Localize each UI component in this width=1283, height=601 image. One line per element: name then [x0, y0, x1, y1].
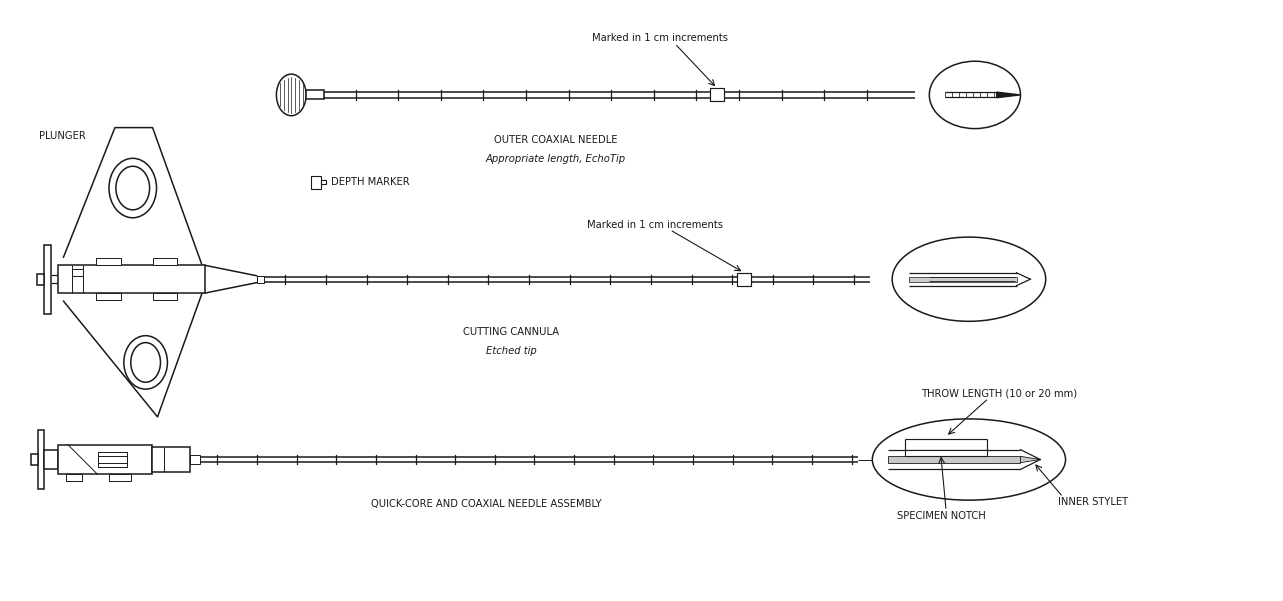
Bar [257, 276, 263, 282]
Text: OUTER COAXIAL NEEDLE: OUTER COAXIAL NEEDLE [494, 135, 617, 145]
Bar [321, 180, 326, 185]
Ellipse shape [109, 158, 157, 218]
Bar [96, 258, 121, 265]
Text: CUTTING CANNULA: CUTTING CANNULA [463, 327, 559, 337]
Polygon shape [1020, 456, 1041, 463]
Polygon shape [997, 92, 1020, 98]
Bar [31, 454, 37, 465]
Text: SPECIMEN NOTCH: SPECIMEN NOTCH [897, 511, 985, 521]
Text: Marked in 1 cm increments: Marked in 1 cm increments [591, 34, 727, 43]
Text: INNER STYLET: INNER STYLET [1058, 497, 1128, 507]
Bar [711, 88, 724, 102]
Bar [44, 450, 58, 469]
Bar [98, 456, 127, 463]
Bar [190, 455, 200, 464]
Bar [153, 447, 190, 472]
Polygon shape [910, 276, 1016, 282]
Bar [109, 474, 131, 481]
Ellipse shape [131, 343, 160, 382]
Text: THROW LENGTH (10 or 20 mm): THROW LENGTH (10 or 20 mm) [921, 388, 1076, 398]
Bar [153, 293, 177, 300]
Bar [738, 273, 751, 285]
Polygon shape [888, 456, 1020, 463]
Ellipse shape [892, 237, 1046, 322]
Ellipse shape [124, 336, 167, 389]
Bar [96, 293, 121, 300]
Bar [98, 451, 127, 468]
Text: DEPTH MARKER: DEPTH MARKER [331, 177, 409, 187]
Bar [58, 445, 153, 474]
Ellipse shape [276, 74, 307, 116]
Bar [37, 273, 44, 285]
Text: Etched tip: Etched tip [486, 346, 536, 356]
Bar [153, 258, 177, 265]
Text: PLUNGER: PLUNGER [38, 130, 86, 141]
Text: QUICK-CORE AND COAXIAL NEEDLE ASSEMBLY: QUICK-CORE AND COAXIAL NEEDLE ASSEMBLY [371, 499, 602, 509]
Ellipse shape [115, 166, 150, 210]
Polygon shape [905, 450, 987, 456]
Text: Marked in 1 cm increments: Marked in 1 cm increments [586, 219, 722, 230]
Bar [65, 474, 82, 481]
Bar [307, 91, 325, 99]
Bar [72, 269, 83, 276]
Bar [310, 175, 321, 189]
Bar [37, 430, 44, 489]
Ellipse shape [929, 61, 1020, 129]
Ellipse shape [872, 419, 1066, 500]
Text: Appropriate length, EchoTip: Appropriate length, EchoTip [486, 154, 626, 164]
Bar [44, 245, 50, 314]
Bar [59, 265, 205, 293]
